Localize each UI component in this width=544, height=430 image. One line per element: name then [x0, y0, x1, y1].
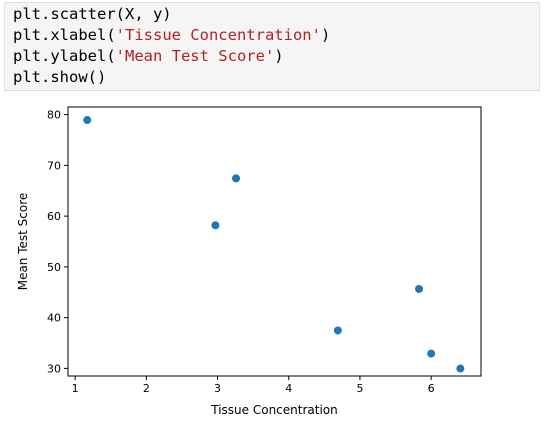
output-area: 1 2 3 4 5 6 30 40 50 60 70 80 Tissue Concentration Me…	[0, 92, 544, 430]
plot-frame	[67, 106, 482, 377]
y-tick-label: 40	[47, 312, 61, 325]
code-line-4: plt.show()	[13, 67, 531, 88]
code-line-2: plt.xlabel('Tissue Concentration')	[13, 25, 531, 46]
data-point	[232, 174, 241, 183]
y-tick-label: 60	[47, 210, 61, 223]
data-point	[456, 364, 465, 373]
x-tick-label: 5	[356, 382, 363, 395]
data-point	[211, 221, 220, 230]
code-token: plt.show()	[13, 68, 107, 86]
data-point	[333, 326, 342, 335]
code-cell[interactable]: plt.scatter(X, y) plt.xlabel('Tissue Con…	[4, 2, 540, 91]
code-line-3: plt.ylabel('Mean Test Score')	[13, 46, 531, 67]
y-tick-label: 70	[47, 159, 61, 172]
y-tick-label: 30	[47, 362, 61, 375]
x-tick-label: 6	[428, 382, 435, 395]
code-token: plt.xlabel(	[13, 26, 116, 44]
data-point	[83, 116, 92, 125]
data-point	[427, 349, 436, 358]
code-token: plt.scatter(X, y)	[13, 5, 172, 23]
data-point	[415, 284, 424, 293]
x-tick-label: 1	[72, 382, 79, 395]
code-token: plt.ylabel(	[13, 47, 116, 65]
y-tick-label: 50	[47, 261, 61, 274]
code-token: )	[320, 26, 331, 44]
y-axis-label: Mean Test Score	[16, 193, 30, 291]
scatter-plot: 1 2 3 4 5 6 30 40 50 60 70 80 Tissue Concentration Me…	[16, 106, 482, 417]
x-tick-label: 3	[214, 382, 221, 395]
code-line-1: plt.scatter(X, y)	[13, 4, 531, 25]
x-tick-label: 4	[285, 382, 292, 395]
x-tick-label: 2	[143, 382, 150, 395]
code-string-token: 'Tissue Concentration'	[115, 26, 321, 44]
code-string-token: 'Mean Test Score'	[115, 47, 275, 65]
y-tick-label: 80	[47, 109, 61, 122]
x-axis-label: Tissue Concentration	[210, 403, 338, 417]
code-token: )	[274, 47, 284, 65]
